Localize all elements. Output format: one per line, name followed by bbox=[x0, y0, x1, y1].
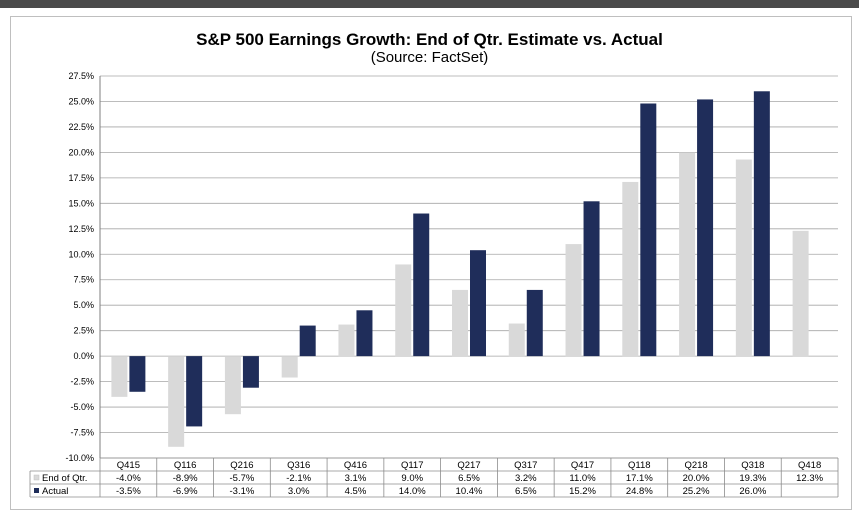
bar-actual bbox=[470, 250, 486, 357]
y-tick-label: -5.0% bbox=[70, 402, 94, 412]
x-tick-label: Q317 bbox=[514, 460, 537, 471]
bar-estimate bbox=[565, 244, 582, 357]
bar-estimate bbox=[508, 323, 525, 357]
bar-actual bbox=[129, 356, 146, 392]
legend-label: End of Qtr. bbox=[42, 473, 87, 484]
data-label: 20.0% bbox=[683, 473, 710, 484]
data-label: -3.1% bbox=[230, 486, 255, 497]
x-tick-label: Q415 bbox=[117, 460, 140, 471]
x-tick-label: Q116 bbox=[174, 460, 197, 471]
bar-estimate bbox=[679, 152, 696, 357]
y-tick-label: 17.5% bbox=[68, 173, 94, 183]
data-label: 6.5% bbox=[458, 473, 480, 484]
legend-swatch bbox=[33, 474, 40, 481]
bar-actual bbox=[697, 99, 714, 357]
bar-estimate bbox=[224, 356, 241, 415]
x-tick-label: Q216 bbox=[230, 460, 253, 471]
bar-estimate bbox=[111, 356, 128, 397]
bar-actual bbox=[299, 325, 316, 357]
y-tick-label: 0.0% bbox=[73, 351, 94, 361]
bar-estimate bbox=[395, 264, 412, 357]
x-tick-label: Q416 bbox=[344, 460, 367, 471]
x-tick-label: Q218 bbox=[684, 460, 707, 471]
y-tick-label: 25.0% bbox=[68, 96, 94, 106]
data-label: -4.0% bbox=[116, 473, 141, 484]
data-label: 15.2% bbox=[569, 486, 596, 497]
y-tick-label: 22.5% bbox=[68, 122, 94, 132]
bar-estimate bbox=[792, 230, 809, 357]
bar-actual bbox=[640, 103, 657, 357]
data-label: -2.1% bbox=[286, 473, 311, 484]
y-tick-label: 5.0% bbox=[73, 300, 94, 310]
data-label: -5.7% bbox=[230, 473, 255, 484]
x-tick-label: Q217 bbox=[457, 460, 480, 471]
y-tick-label: 12.5% bbox=[68, 224, 94, 234]
data-label: 6.5% bbox=[515, 486, 537, 497]
bar-estimate bbox=[168, 356, 185, 447]
data-label: 3.2% bbox=[515, 473, 537, 484]
x-tick-label: Q318 bbox=[741, 460, 764, 471]
bar-estimate bbox=[735, 159, 752, 357]
y-tick-label: 15.0% bbox=[68, 198, 94, 208]
y-tick-label: -7.5% bbox=[70, 428, 94, 438]
x-tick-label: Q117 bbox=[401, 460, 424, 471]
bar-actual bbox=[356, 310, 373, 357]
y-tick-label: 2.5% bbox=[73, 326, 94, 336]
bar-actual bbox=[526, 289, 543, 357]
y-tick-label: 10.0% bbox=[68, 249, 94, 259]
legend-label: Actual bbox=[42, 486, 68, 497]
y-tick-label: 7.5% bbox=[73, 275, 94, 285]
legend-swatch bbox=[34, 488, 39, 493]
chart-title: S&P 500 Earnings Growth: End of Qtr. Est… bbox=[196, 30, 663, 49]
x-tick-label: Q418 bbox=[798, 460, 821, 471]
y-tick-label: 27.5% bbox=[68, 71, 94, 81]
bar-actual bbox=[413, 213, 430, 357]
data-label: -8.9% bbox=[173, 473, 198, 484]
data-label: 9.0% bbox=[401, 473, 423, 484]
data-label: 3.0% bbox=[288, 486, 310, 497]
x-tick-label: Q118 bbox=[628, 460, 651, 471]
data-label: 24.8% bbox=[626, 486, 653, 497]
bar-actual bbox=[186, 356, 203, 427]
chart-subtitle: (Source: FactSet) bbox=[370, 49, 489, 66]
y-tick-label: -2.5% bbox=[70, 377, 94, 387]
bar-estimate bbox=[622, 181, 639, 357]
x-tick-label: Q316 bbox=[287, 460, 310, 471]
bar-actual bbox=[242, 356, 259, 388]
data-label: -3.5% bbox=[116, 486, 141, 497]
data-label: 3.1% bbox=[345, 473, 367, 484]
y-tick-label: 20.0% bbox=[68, 147, 94, 157]
data-label: 19.3% bbox=[739, 473, 766, 484]
data-label: 14.0% bbox=[399, 486, 426, 497]
data-label: 10.4% bbox=[456, 486, 483, 497]
bar-actual bbox=[753, 91, 770, 357]
data-label: 11.0% bbox=[569, 473, 596, 484]
data-label: 26.0% bbox=[739, 486, 766, 497]
data-label: 17.1% bbox=[626, 473, 653, 484]
bar-estimate bbox=[452, 289, 468, 357]
y-tick-label: -10.0% bbox=[65, 453, 94, 463]
bar-estimate bbox=[338, 324, 355, 357]
data-label: 25.2% bbox=[683, 486, 710, 497]
window-top-bar bbox=[0, 0, 859, 8]
data-label: 4.5% bbox=[345, 486, 367, 497]
bar-estimate bbox=[281, 356, 298, 378]
bar-actual bbox=[583, 201, 600, 357]
x-tick-label: Q417 bbox=[571, 460, 594, 471]
data-label: -6.9% bbox=[173, 486, 198, 497]
data-label: 12.3% bbox=[796, 473, 823, 484]
